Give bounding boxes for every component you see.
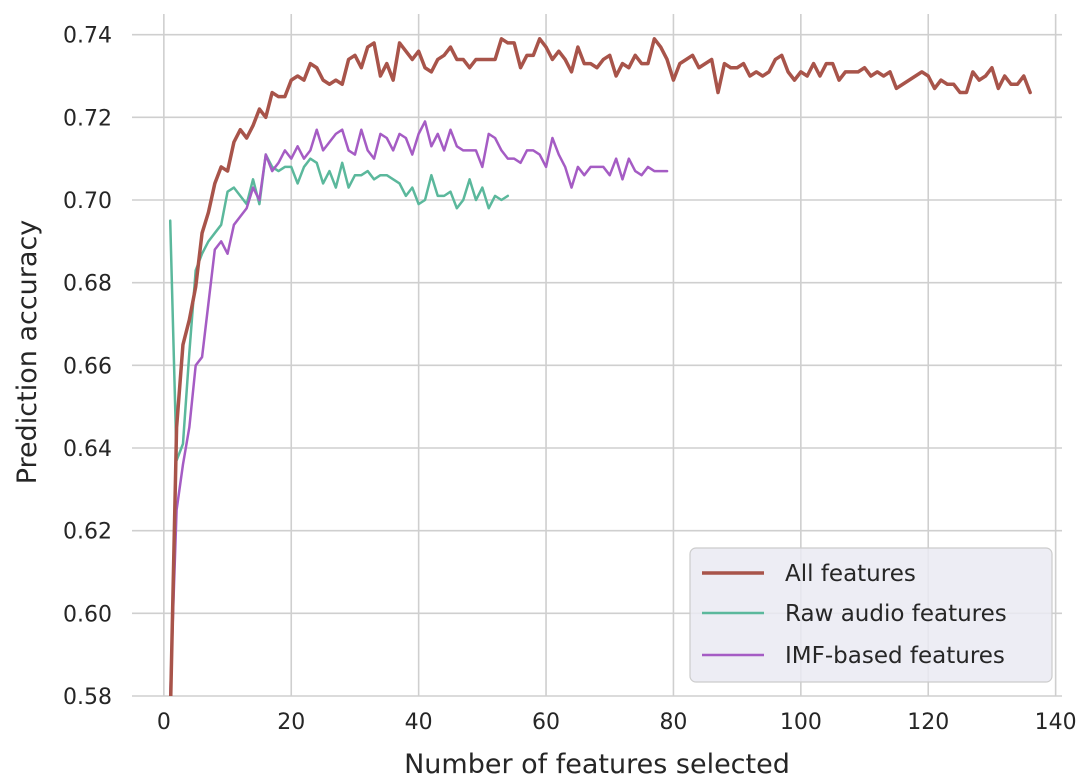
y-tick-label: 0.58: [63, 685, 112, 710]
y-axis-label: Prediction accuracy: [12, 220, 43, 485]
x-tick-label: 20: [277, 710, 305, 735]
x-axis-label: Number of features selected: [404, 749, 790, 779]
series-line-imf-based-features: [168, 120, 669, 696]
legend-frame: [689, 547, 1053, 683]
y-tick-label: 0.64: [63, 437, 112, 462]
y-tick-label: 0.72: [63, 106, 112, 131]
y-tick-label: 0.66: [63, 354, 112, 379]
x-tick-label: 140: [1035, 710, 1077, 735]
series-line-all-features: [169, 37, 1032, 696]
y-tick-label: 0.74: [63, 24, 112, 49]
gridlines: [132, 14, 1062, 697]
y-tick-label: 0.68: [63, 272, 112, 297]
y-tick-label: 0.70: [63, 189, 112, 214]
tick-labels: 0.58 0.60 0.62 0.64 0.66 0.68 0.70 0.72 0.74 0 20 4…: [63, 24, 1077, 735]
x-tick-label: 120: [907, 710, 949, 735]
series-line-raw-audio-features: [168, 153, 510, 462]
legend-label-imf-based-features: IMF-based features: [785, 643, 1005, 669]
x-tick-label: 0: [157, 710, 171, 735]
x-tick-label: 40: [405, 710, 433, 735]
x-tick-label: 100: [780, 710, 822, 735]
legend-label-raw-audio-features: Raw audio features: [785, 601, 1007, 627]
x-tick-label: 60: [532, 710, 560, 735]
legend: All features Raw audio features IMF-base…: [689, 547, 1053, 683]
y-tick-label: 0.60: [63, 602, 112, 627]
x-tick-label: 80: [659, 710, 687, 735]
series-lines: [168, 37, 1032, 696]
legend-label-all-features: All features: [785, 561, 916, 587]
y-tick-label: 0.62: [63, 520, 112, 545]
